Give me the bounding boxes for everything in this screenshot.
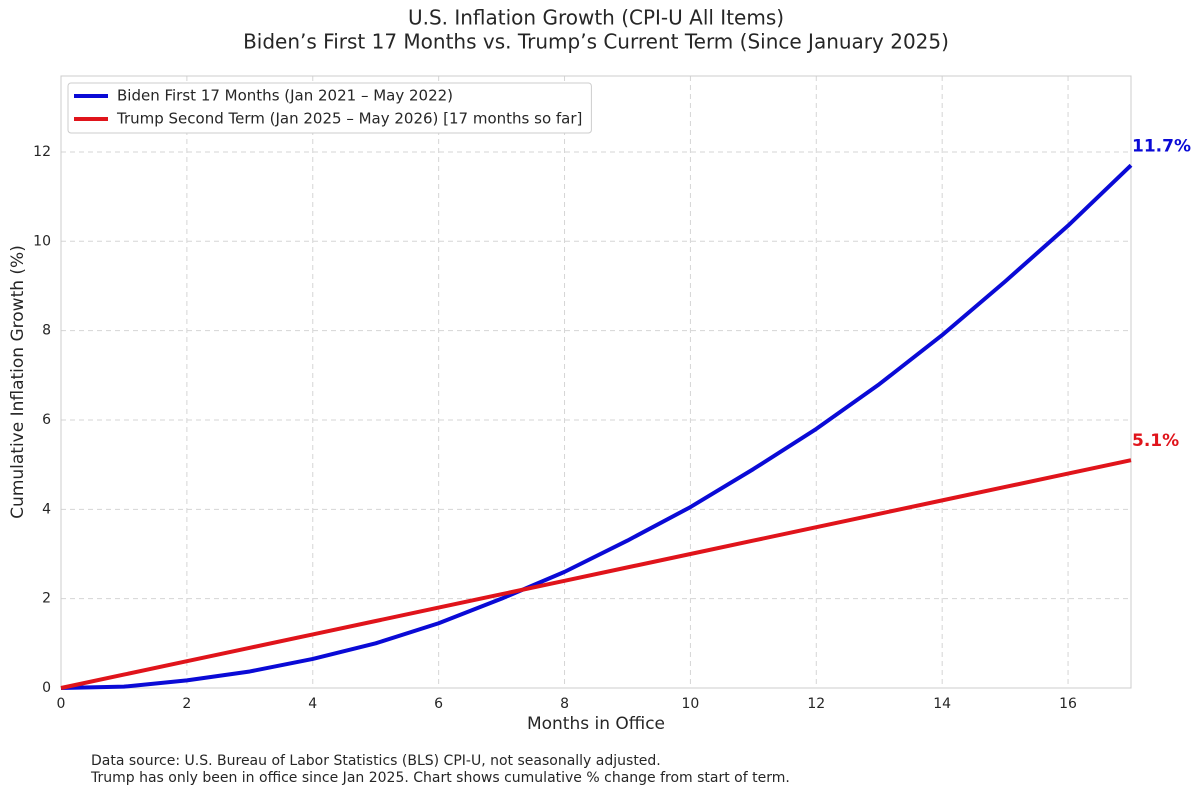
line bbox=[60, 163, 1133, 690]
y-tick-label: 6 bbox=[42, 412, 51, 428]
y-tick-label: 10 bbox=[33, 233, 51, 249]
note: Data source: U.S. Bureau of Labor Statis… bbox=[91, 753, 661, 769]
legend-label: Biden First 17 Months (Jan 2021 – May 20… bbox=[117, 87, 453, 105]
line bbox=[60, 458, 1132, 690]
y-tick-label: 0 bbox=[42, 680, 51, 696]
x-tick-label: 4 bbox=[308, 696, 317, 712]
y-axis-label: Cumulative Inflation Growth (%) bbox=[8, 245, 28, 519]
y-tick-label: 12 bbox=[33, 144, 51, 160]
legend: Biden First 17 Months (Jan 2021 – May 20… bbox=[67, 82, 592, 134]
data-label: 5.1% bbox=[1132, 431, 1179, 451]
legend-box bbox=[67, 82, 592, 134]
chart-title: U.S. Inflation Growth (CPI-U All Items) bbox=[408, 6, 784, 30]
x-tick-label: 6 bbox=[434, 696, 443, 712]
x-tick-label: 0 bbox=[57, 696, 66, 712]
note: Trump has only been in office since Jan … bbox=[90, 770, 790, 786]
plot-frame bbox=[60, 75, 1132, 689]
x-tick-label: 2 bbox=[182, 696, 191, 712]
x-tick-label: 16 bbox=[1059, 696, 1077, 712]
chart-subtitle: Biden’s First 17 Months vs. Trump’s Curr… bbox=[243, 30, 949, 54]
data-label: 11.7% bbox=[1132, 136, 1191, 156]
x-tick-label: 14 bbox=[933, 696, 951, 712]
x-axis-label: Months in Office bbox=[527, 714, 665, 734]
y-tick-label: 2 bbox=[42, 591, 51, 607]
x-tick-label: 10 bbox=[681, 696, 699, 712]
x-tick-label: 8 bbox=[560, 696, 569, 712]
y-tick-label: 8 bbox=[42, 323, 51, 339]
y-tick-label: 4 bbox=[42, 501, 51, 517]
x-tick-label: 12 bbox=[807, 696, 825, 712]
legend-label: Trump Second Term (Jan 2025 – May 2026) … bbox=[116, 110, 582, 128]
